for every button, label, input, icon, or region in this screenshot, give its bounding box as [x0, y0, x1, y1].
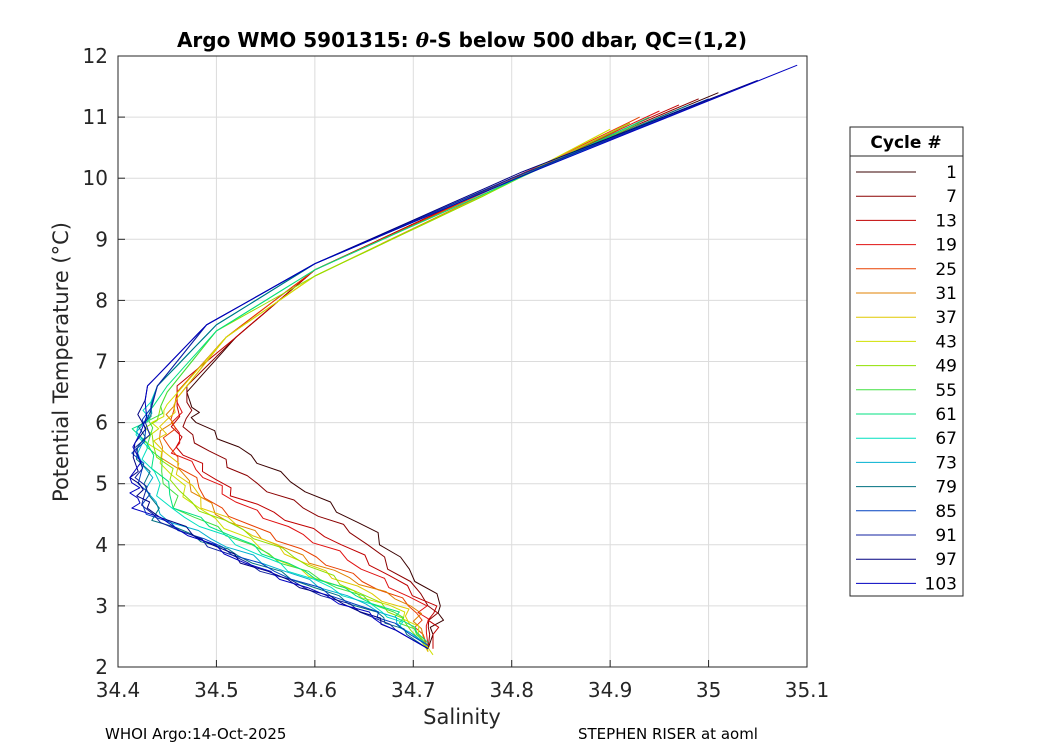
series-line-cycle-97 [129, 79, 758, 650]
chart-title-prefix: Argo WMO 5901315: [177, 28, 416, 52]
y-tick-label: 8 [95, 288, 108, 312]
y-tick-label: 7 [95, 350, 108, 374]
y-tick-label: 4 [95, 533, 108, 557]
legend-label: 49 [935, 357, 957, 377]
x-tick-label: 34.6 [293, 678, 338, 702]
legend-label: 55 [935, 381, 957, 401]
legend-label: 97 [935, 550, 957, 570]
y-tick-label: 11 [83, 105, 108, 129]
legend-label: 19 [935, 236, 957, 256]
series-line-cycle-13 [170, 104, 680, 649]
series-line-cycle-31 [159, 122, 631, 652]
x-tick-label: 35.1 [785, 678, 830, 702]
x-tick-label: 34.5 [194, 678, 239, 702]
y-tick-label: 12 [83, 44, 108, 68]
legend-label: 1 [946, 163, 957, 183]
y-tick-label: 6 [95, 411, 108, 435]
chart-title-theta: θ [416, 28, 430, 52]
legend-label: 31 [935, 284, 957, 304]
y-tick-label: 10 [83, 166, 108, 190]
footer-left: WHOI Argo:14-Oct-2025 [105, 725, 287, 743]
legend-label: 7 [946, 187, 957, 207]
legend-label: 85 [935, 502, 957, 522]
legend-label: 79 [935, 478, 957, 498]
legend-items: 1 7 13 19 25 31 37 43 49 55 61 67 73 79 85 91 97 103 [856, 163, 957, 594]
legend: Cycle # 1 7 13 19 25 31 37 43 49 55 61 67 73 79 85 91 97… [849, 126, 964, 597]
x-tick-label: 35 [696, 678, 721, 702]
y-tick-label: 5 [95, 472, 108, 496]
x-axis-label: Salinity [423, 705, 501, 729]
series-line-cycle-49 [144, 122, 631, 650]
x-tick-label: 34.9 [588, 678, 633, 702]
y-axis: 2 3 4 5 6 7 8 9 10 11 12 [83, 44, 125, 679]
chart-title: Argo WMO 5901315: θ-S below 500 dbar, QC… [177, 28, 747, 52]
y-tick-label: 9 [95, 227, 108, 251]
y-tick-label: 3 [95, 594, 108, 618]
y-axis-label: Potential Temperature (°C) [49, 222, 73, 502]
legend-title: Cycle # [870, 133, 941, 153]
legend-label: 61 [935, 405, 957, 425]
y-tick-label: 2 [95, 655, 108, 679]
series-layer [129, 64, 798, 656]
x-axis: 34.4 34.5 34.6 34.7 34.8 34.9 35 35.1 [96, 660, 830, 702]
legend-box [849, 126, 964, 597]
footer-right: STEPHEN RISER at aoml [578, 725, 758, 743]
legend-label: 43 [935, 332, 957, 352]
legend-label: 25 [935, 260, 957, 280]
series-line-cycle-91 [134, 92, 729, 650]
x-tick-label: 34.7 [391, 678, 436, 702]
x-tick-label: 34.4 [96, 678, 141, 702]
legend-label: 13 [935, 211, 957, 231]
legend-label: 37 [935, 308, 957, 328]
legend-label: 73 [935, 453, 957, 473]
legend-label: 67 [935, 429, 957, 449]
legend-label: 103 [925, 574, 957, 594]
series-line-cycle-103 [129, 64, 798, 650]
chart-title-suffix: -S below 500 dbar, QC=(1,2) [429, 28, 747, 52]
legend-label: 91 [935, 526, 957, 546]
series-line-cycle-61 [131, 116, 650, 643]
x-tick-label: 34.8 [489, 678, 534, 702]
